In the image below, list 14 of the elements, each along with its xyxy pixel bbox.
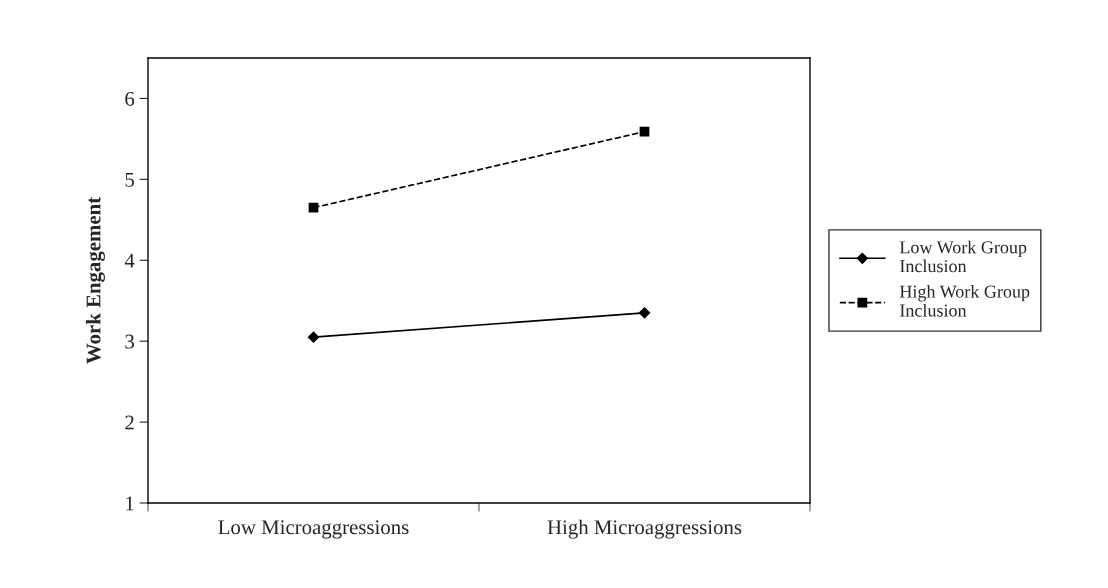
point (307, 331, 320, 343)
point (308, 202, 319, 213)
y-tick-label: 3 (125, 334, 134, 349)
y-tick-label: 6 (125, 91, 135, 106)
x-tick-label: Low Microaggressions (218, 520, 409, 539)
x-tick-label: High Microaggressions (547, 519, 742, 539)
y-tick-label: 1 (126, 496, 134, 511)
y-tick-label: 5 (125, 172, 134, 187)
y-tick-label: 4 (124, 253, 135, 268)
y-axis-title: Work Engagement (85, 196, 105, 364)
point (638, 307, 651, 319)
y-tick-label: 2 (125, 415, 134, 430)
legend-label: Low Work Group Inclusion (899, 240, 1027, 273)
legend-label: High Work Group Inclusion (899, 284, 1030, 317)
